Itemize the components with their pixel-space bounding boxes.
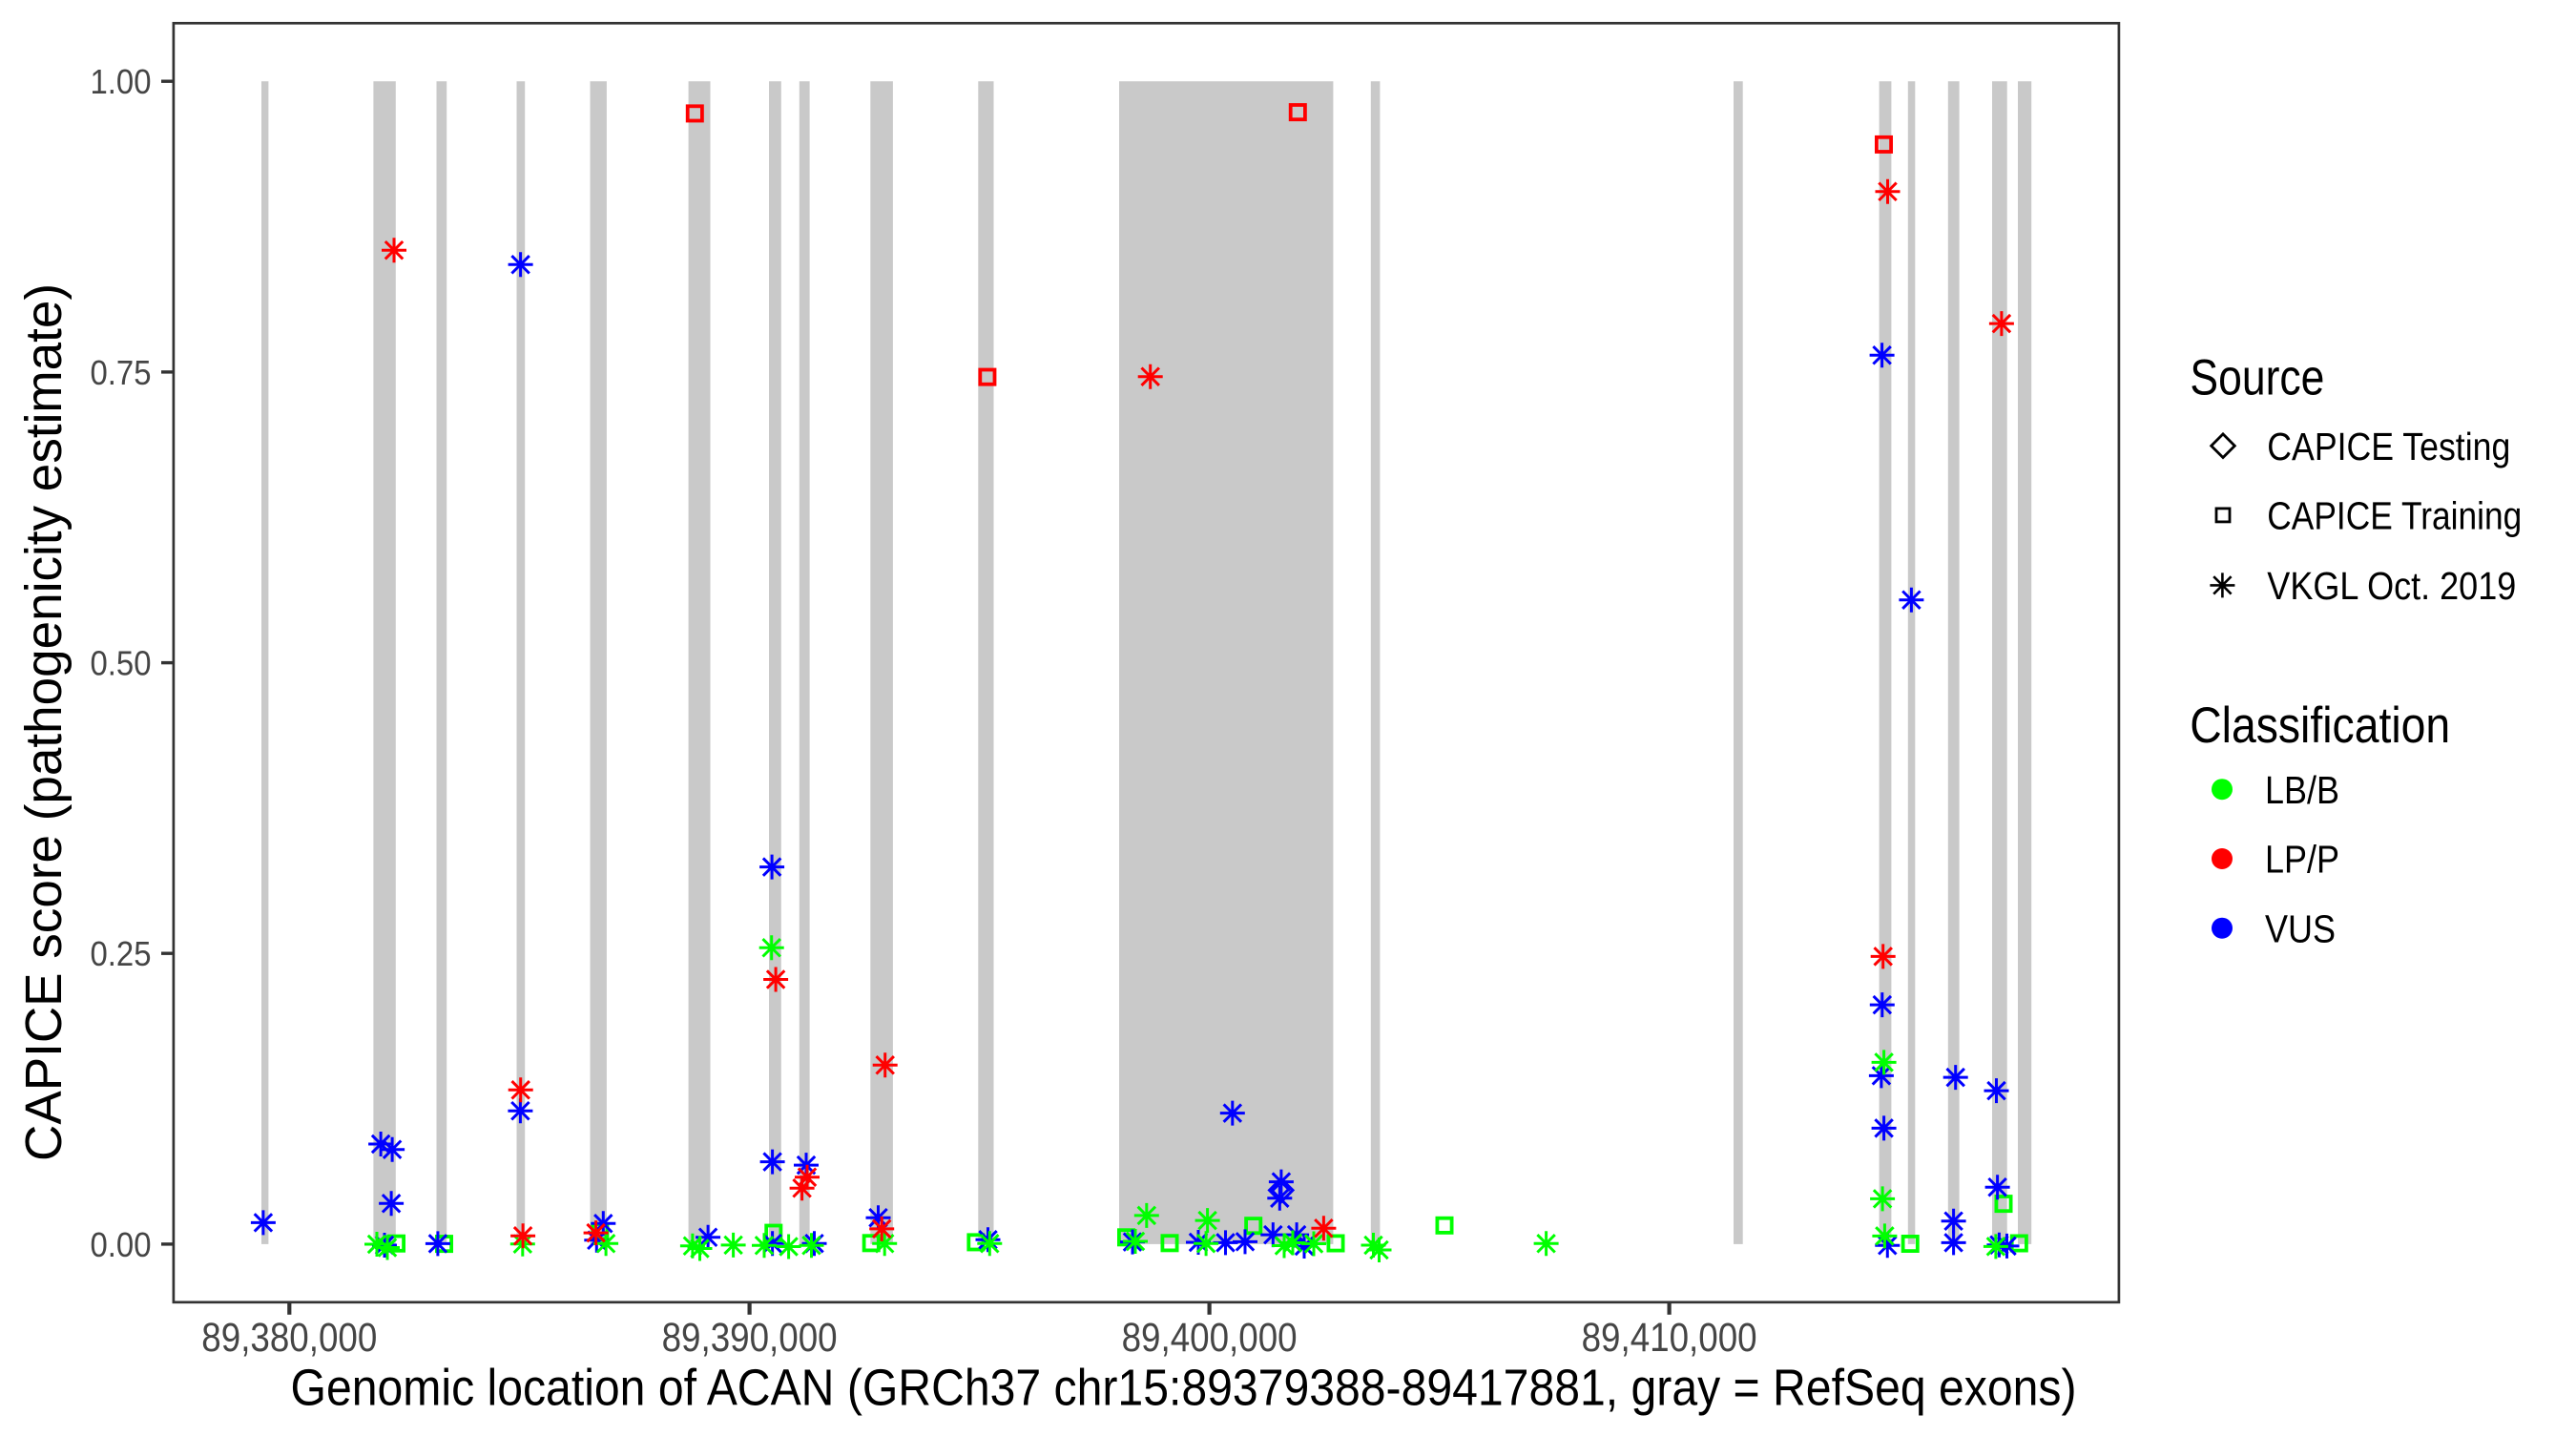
svg-text:89,400,000: 89,400,000: [1122, 1316, 1298, 1361]
svg-text:VKGL Oct. 2019: VKGL Oct. 2019: [2267, 564, 2516, 608]
svg-text:VUS: VUS: [2265, 906, 2336, 950]
svg-text:0.25: 0.25: [91, 934, 152, 973]
svg-text:89,380,000: 89,380,000: [201, 1316, 377, 1361]
svg-text:Genomic location of ACAN (GRCh: Genomic location of ACAN (GRCh37 chr15:8…: [291, 1359, 2077, 1416]
svg-text:89,410,000: 89,410,000: [1582, 1316, 1757, 1361]
svg-text:CAPICE score (pathogenicity es: CAPICE score (pathogenicity estimate): [15, 283, 73, 1161]
svg-text:89,390,000: 89,390,000: [662, 1316, 838, 1361]
svg-text:CAPICE Testing: CAPICE Testing: [2267, 425, 2510, 468]
svg-text:Classification: Classification: [2190, 697, 2450, 754]
svg-text:LB/B: LB/B: [2265, 768, 2339, 812]
svg-text:CAPICE Training: CAPICE Training: [2267, 494, 2522, 538]
svg-text:Source: Source: [2190, 350, 2324, 406]
svg-text:0.50: 0.50: [91, 644, 152, 683]
svg-text:0.75: 0.75: [91, 353, 152, 392]
svg-text:LP/P: LP/P: [2265, 838, 2339, 882]
svg-text:1.00: 1.00: [91, 62, 152, 101]
svg-text:0.00: 0.00: [91, 1225, 152, 1264]
